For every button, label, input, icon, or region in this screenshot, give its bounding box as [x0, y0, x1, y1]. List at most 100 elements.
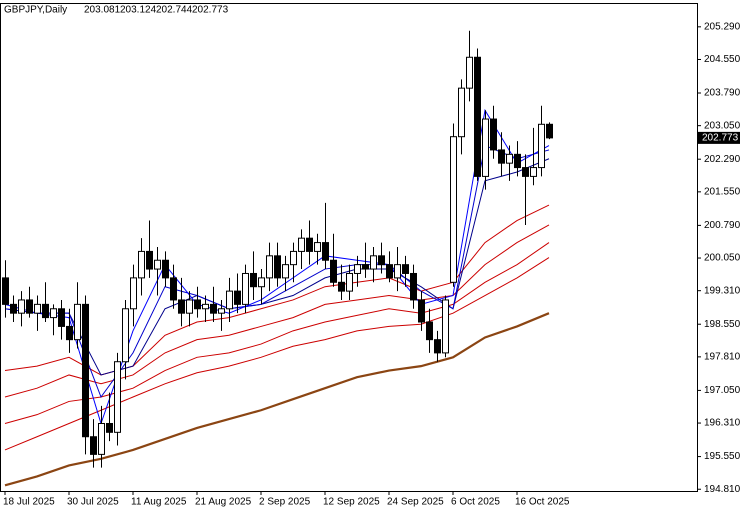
candle-body [546, 123, 553, 139]
y-tick-label: 203.790 [704, 88, 741, 99]
x-tick-label: 11 Aug 2025 [131, 497, 187, 508]
candle-body [530, 167, 537, 177]
header-high: 203.124 [120, 5, 157, 16]
x-tick-label: 12 Sep 2025 [323, 497, 380, 508]
candle-body [258, 277, 265, 288]
candle-body [346, 272, 353, 292]
candle-body [394, 264, 401, 279]
y-tick-label: 200.790 [704, 220, 741, 231]
moving-average [4, 158, 550, 376]
candle-body [10, 303, 17, 314]
candle-body [538, 123, 545, 169]
candle-body [402, 264, 409, 274]
y-tick-label: 202.290 [704, 154, 741, 165]
y-tick-label: 198.550 [704, 319, 741, 330]
moving-average [4, 312, 550, 487]
candle-body [218, 308, 225, 314]
candle-body [226, 290, 233, 310]
candle-body [378, 255, 385, 266]
y-tick-label: 201.550 [704, 186, 741, 197]
candle-body [426, 321, 433, 341]
x-tick-label: 30 Jul 2025 [67, 497, 119, 508]
moving-average [4, 257, 550, 451]
y-tick-label: 204.550 [704, 54, 741, 65]
candle-body [74, 303, 81, 341]
moving-average [4, 242, 550, 424]
header-open: 203.081 [84, 5, 121, 16]
header: GBPJPY,Daily 203.081 203.124 202.744 202… [4, 5, 229, 16]
candle-body [242, 272, 249, 305]
candle-body [106, 422, 113, 433]
candle-body [146, 250, 153, 270]
candle-body [170, 277, 177, 301]
candle-body [42, 303, 49, 319]
candle-body [114, 361, 121, 433]
candle-body [522, 167, 529, 177]
candle-body [130, 277, 137, 310]
header-close: 202.773 [192, 5, 229, 16]
moving-average [4, 204, 550, 376]
candle-body [482, 118, 489, 177]
candle-body [34, 303, 41, 314]
candle-body [138, 250, 145, 279]
candle-body [266, 255, 273, 279]
candle-body [194, 299, 201, 310]
x-tick-label: 16 Oct 2025 [515, 497, 570, 508]
candle-body [50, 308, 57, 319]
candle-body [434, 339, 441, 354]
candle-body [58, 308, 65, 327]
chart-title: GBPJPY,Daily [4, 5, 67, 16]
y-tick-label: 200.050 [704, 253, 741, 264]
price-tag [698, 131, 740, 144]
candle-body [178, 299, 185, 314]
candle-body [466, 56, 473, 89]
moving-average [4, 108, 550, 426]
candle-body [2, 277, 9, 305]
candle-body [66, 325, 73, 341]
candle-body [234, 290, 241, 305]
candle-body [474, 56, 481, 177]
candle-body [362, 264, 369, 270]
candle-body [330, 259, 337, 283]
candle-body [338, 281, 345, 292]
x-tick-label: 18 Jul 2025 [3, 497, 55, 508]
candle-body [202, 303, 209, 310]
candle-body [450, 136, 457, 283]
candle-body [162, 259, 169, 279]
y-tick-label: 197.050 [704, 385, 741, 396]
candle-body [354, 264, 361, 274]
y-tick-label: 197.810 [704, 352, 741, 363]
candle-body [458, 87, 465, 138]
header-low: 202.744 [156, 5, 193, 16]
candle-body [210, 303, 217, 314]
candle-body [498, 149, 505, 164]
y-tick-label: 203.050 [704, 120, 741, 131]
candle-body [490, 118, 497, 151]
candle-body [122, 308, 129, 363]
price-tag-label: 202.773 [702, 133, 739, 144]
candle-body [186, 299, 193, 314]
moving-average [4, 144, 550, 399]
candle-body [82, 303, 89, 438]
candle-body [410, 272, 417, 301]
candle-body [370, 255, 377, 270]
y-tick-label: 195.550 [704, 451, 741, 462]
candle-body [154, 259, 161, 270]
candle-body [322, 242, 329, 261]
y-tick-label: 196.310 [704, 418, 741, 429]
candle-body [18, 299, 25, 314]
candle-body [26, 299, 33, 314]
x-tick-label: 21 Aug 2025 [195, 497, 252, 508]
y-tick-label: 199.310 [704, 285, 741, 296]
candle-body [306, 237, 313, 252]
candle-body [282, 264, 289, 279]
candle-body [418, 299, 425, 323]
candle-body [442, 299, 449, 354]
y-tick-label: 205.290 [704, 21, 741, 32]
x-tick-label: 24 Sep 2025 [387, 497, 444, 508]
candle-body [298, 237, 305, 252]
candle-body [290, 250, 297, 266]
plot-frame [0, 3, 698, 492]
